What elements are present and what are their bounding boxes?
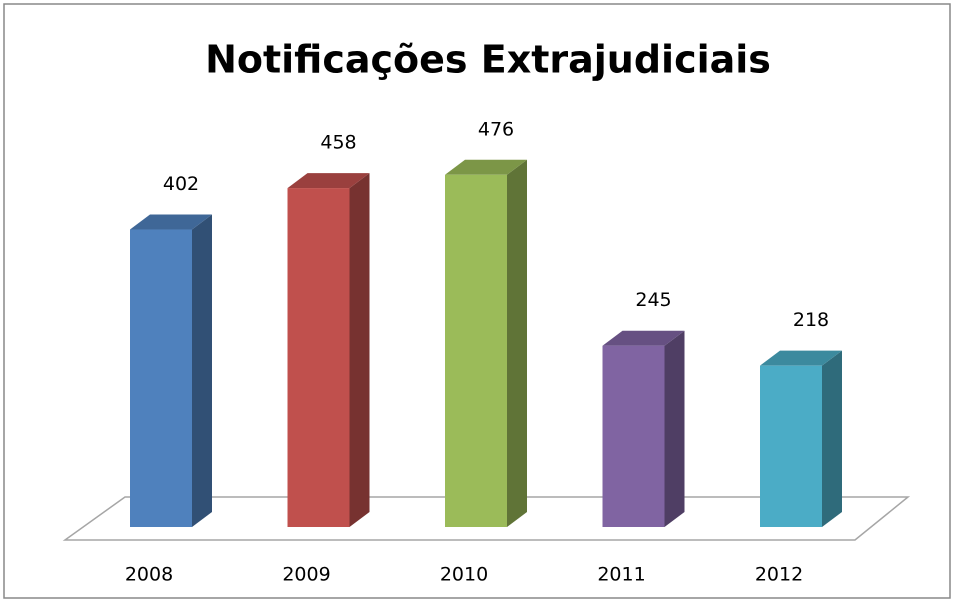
data-label: 458 xyxy=(320,132,356,154)
x-tick-label: 2009 xyxy=(282,564,330,586)
bar-top xyxy=(287,173,370,189)
bar-side xyxy=(822,350,842,527)
bar-top xyxy=(130,214,212,230)
bar-side xyxy=(664,330,685,527)
bar-side xyxy=(507,159,527,527)
bar-side xyxy=(192,214,212,527)
x-tick-label: 2011 xyxy=(597,564,645,586)
bar xyxy=(130,229,192,527)
bar xyxy=(760,365,822,527)
chart-title: Notificações Extrajudiciais xyxy=(205,38,771,82)
bar-top xyxy=(602,330,685,346)
bar xyxy=(602,345,665,527)
x-tick-label: 2010 xyxy=(440,564,488,586)
data-label: 476 xyxy=(478,118,514,140)
x-tick-label: 2012 xyxy=(755,564,803,586)
bar xyxy=(445,174,507,527)
bar-top xyxy=(760,350,842,366)
data-label: 218 xyxy=(793,309,829,331)
x-tick-label: 2008 xyxy=(125,564,173,586)
data-label: 245 xyxy=(635,289,671,311)
bar xyxy=(287,188,350,527)
bar-top xyxy=(445,159,527,175)
bar-side xyxy=(349,173,370,527)
data-label: 402 xyxy=(163,173,199,195)
